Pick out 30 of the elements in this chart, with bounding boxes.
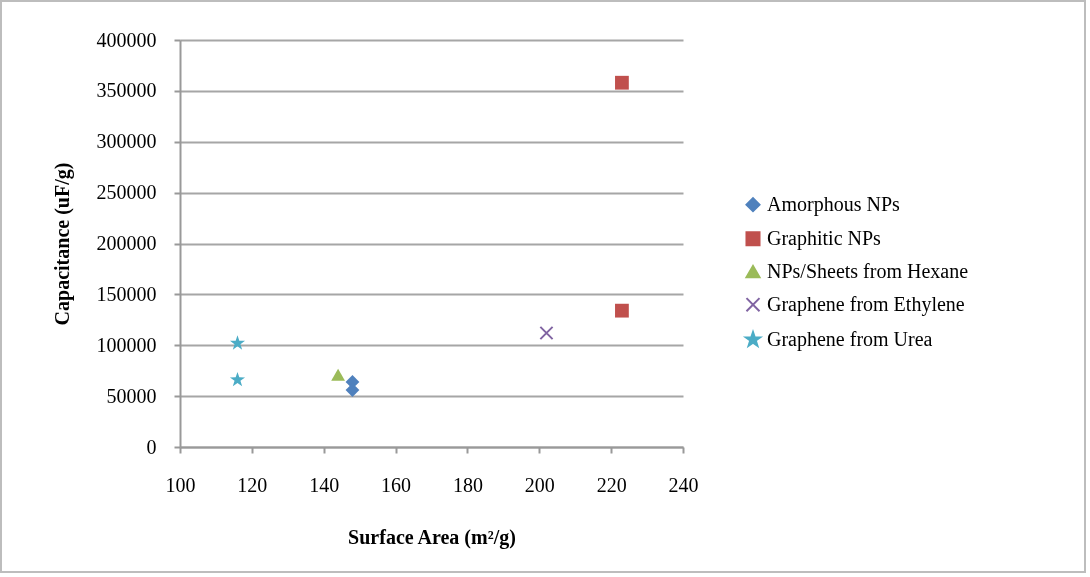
legend-label: Amorphous NPs [767, 192, 901, 216]
y-tick-label: 400000 [96, 28, 157, 51]
x-tick-label: 200 [524, 473, 555, 496]
legend-label: Graphene from Urea [767, 327, 933, 351]
x-tick-label: 140 [309, 473, 340, 496]
x-tick-label: 240 [668, 473, 699, 496]
y-tick-label: 350000 [96, 79, 157, 102]
legend-label: Graphitic NPs [767, 226, 882, 250]
x-tick-label: 120 [237, 473, 268, 496]
x-tick-label: 100 [165, 473, 196, 496]
point [229, 371, 246, 387]
y-tick-label: 150000 [96, 282, 157, 305]
legend-label: NPs/Sheets from Hexane [767, 259, 969, 282]
point [615, 303, 629, 318]
y-axis-title: Capacitance (uF/g) [50, 162, 74, 326]
point [229, 335, 246, 350]
y-tick-label: 300000 [96, 130, 157, 153]
x-tick-label: 160 [381, 473, 412, 496]
legend-label: Graphene from Ethylene [767, 292, 965, 316]
y-tick-label: 200000 [96, 232, 157, 254]
x-tick-label: 220 [596, 473, 627, 496]
y-tick-label: 50000 [106, 384, 157, 407]
point [615, 75, 629, 90]
y-tick-label: 250000 [96, 181, 157, 204]
y-tick-label: 100000 [96, 333, 157, 356]
point [539, 325, 554, 341]
y-tick-label: 0 [146, 435, 157, 458]
x-axis-title: Surface Area (m²/g) [348, 525, 516, 549]
point [331, 368, 345, 381]
x-tick-label: 180 [452, 473, 483, 496]
